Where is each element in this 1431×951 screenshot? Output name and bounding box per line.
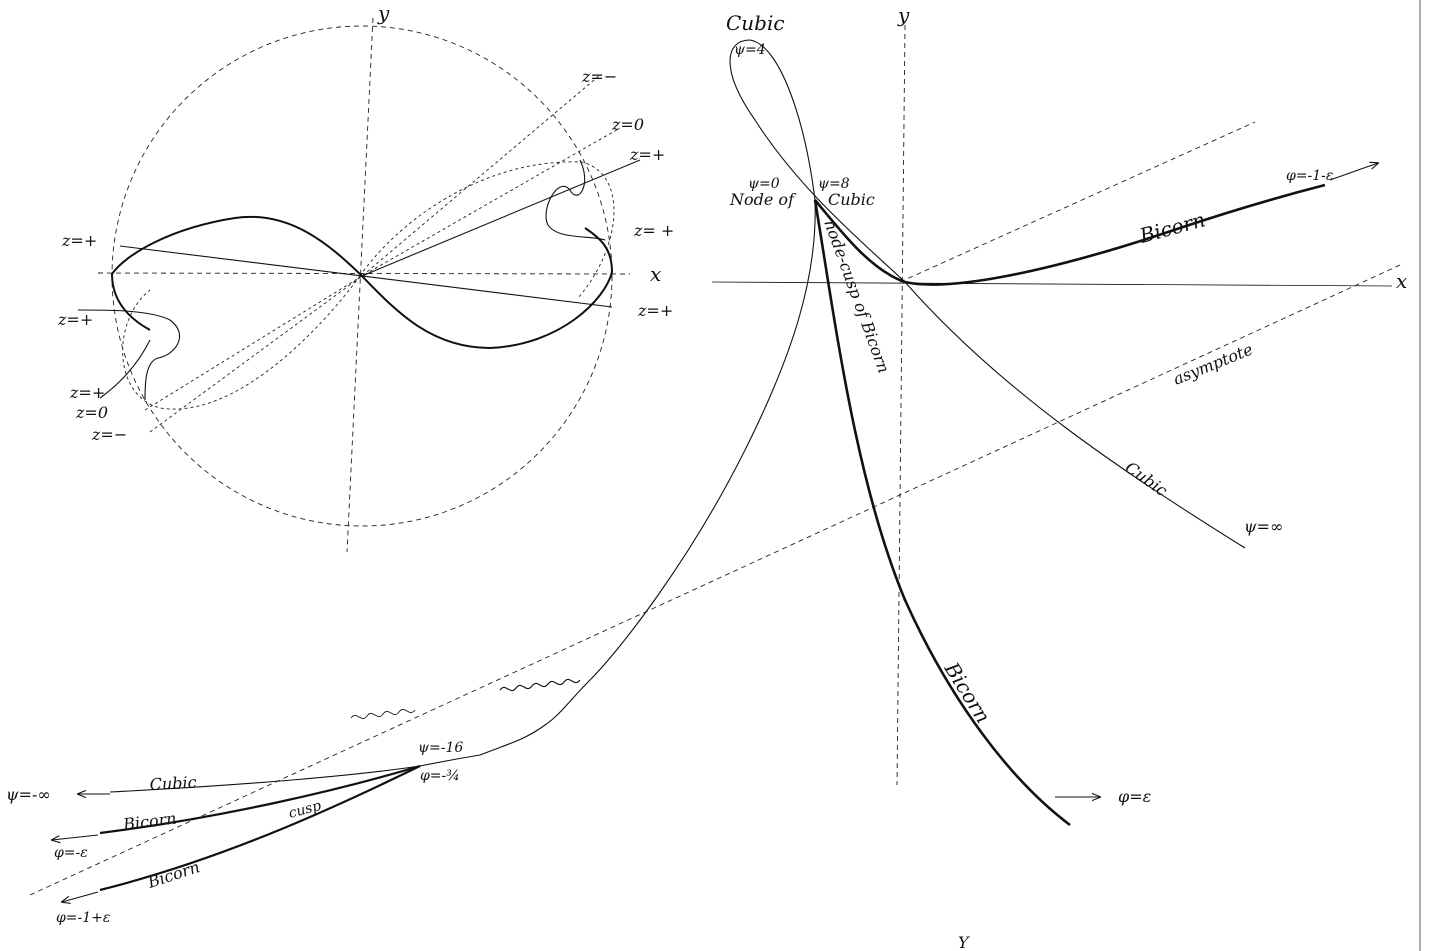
label-bottom-y: Y [958,933,970,951]
right-y-axis [896,24,906,786]
cubic-curve [109,39,1246,793]
right-figure: y x Cubic ψ=4 ψ=0 ψ=8 Node of Cubic node… [6,3,1407,951]
bicorn-right-branch [814,183,1326,286]
label-z-minus-left: z=− [91,425,127,444]
left-ray-2 [144,127,621,411]
arrow-phi-neg-eps [52,834,99,840]
left-thick-s-curve [110,215,614,350]
bicorn-left-lower [99,765,421,892]
left-y-axis [346,17,374,553]
arrow-phi-neg1-eps [62,891,99,902]
cubic-wavy-left [350,709,416,719]
left-x-label: x [650,262,661,286]
label-psi-8: ψ=8 [818,176,850,192]
right-y-label: y [897,3,910,27]
label-z-zero-left: z=0 [75,403,108,422]
label-z-zero-top: z=0 [611,115,644,134]
label-node-of: Node of [729,190,797,209]
label-phi-eps: φ=ε [1118,787,1151,806]
label-psi-4: ψ=4 [734,42,766,58]
label-bicorn-lower-left1: Bicorn [121,809,177,834]
label-z-plus-left-low: z=+ [69,383,105,402]
label-bicorn-upper: Bicorn [1136,207,1208,248]
label-z-minus-top: z=− [581,67,617,86]
label-z-plus-right-lower: z=+ [637,301,673,320]
bicorn-lower-branch [813,199,1071,827]
label-bicorn-lower-right: Bicorn [939,657,995,727]
label-cubic-top: Cubic [726,11,785,35]
bicorn-left-upper [99,764,421,835]
left-ray-1 [149,74,601,433]
label-psi-neg16: ψ=-16 [418,740,463,756]
left-line-z-plus-left [119,245,613,308]
left-dotted-ellipse [122,161,615,410]
left-line-z-plus-right [361,159,641,277]
label-z-plus-left-mid: z=+ [57,310,93,329]
label-phi-neg-eps: φ=-ε [54,845,88,861]
left-loop-right [545,159,606,241]
label-z-plus-top: z=+ [629,145,665,164]
label-psi-0: ψ=0 [748,176,780,192]
arrow-phi-1-eps [1329,163,1378,181]
left-y-label: y [377,1,390,25]
label-asymptote: asymptote [1170,340,1255,389]
label-z-plus-right: z= + [633,221,674,240]
cubic-wavy-right [499,678,581,692]
label-psi-neg-inf: ψ=-∞ [6,785,51,804]
label-phi-neg1-eps: φ=-1+ε [56,910,110,926]
dashed-line-upper [899,121,1256,283]
asymptote-line [29,264,1401,896]
label-cubic-lower-right: Cubic [1122,458,1171,500]
label-psi-inf: ψ=∞ [1244,517,1283,536]
left-loop-left [77,309,181,401]
left-figure: y x z=− z=0 z=+ z= + z=+ z=+ z=+ z=+ z=0… [57,1,674,553]
right-x-label: x [1396,269,1407,293]
label-z-plus-left-upper: z=+ [61,231,97,250]
label-phi-1-eps: φ=-1-ε [1286,168,1333,184]
label-bicorn-lower-left2: Bicorn [144,857,202,892]
right-x-axis [711,281,1393,287]
left-x-axis [97,272,631,275]
label-phi-neg34: φ=-¾ [420,768,460,784]
label-cubic-lower-left: Cubic [149,773,197,794]
label-cubic-node: Cubic [828,190,875,209]
